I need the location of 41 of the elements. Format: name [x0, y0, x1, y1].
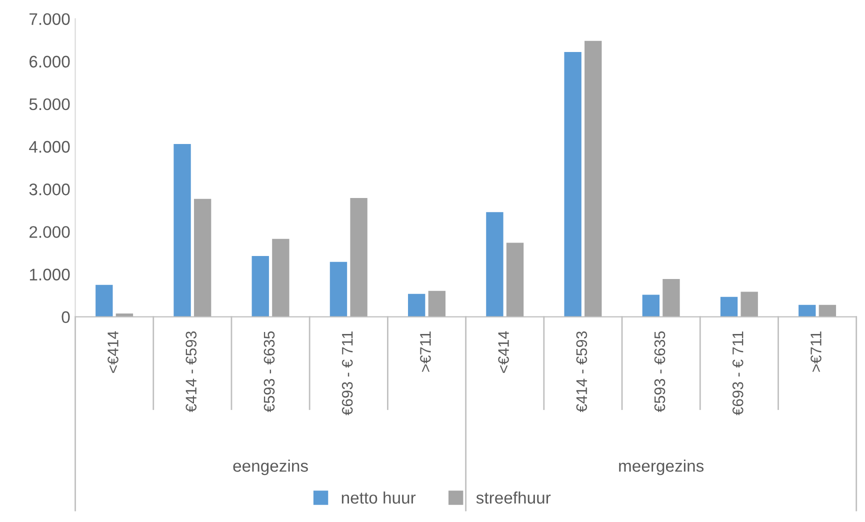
y-tick-label: 6.000 [30, 56, 70, 68]
x-tick-label: €414 - €593 [186, 331, 197, 412]
bar [662, 278, 680, 317]
bar [720, 296, 738, 317]
y-tick-label: 3.000 [29, 184, 70, 196]
text: meergezins [619, 460, 704, 476]
bar [272, 238, 290, 317]
x-tick-label: >€711 [810, 331, 822, 372]
bar [584, 40, 602, 317]
legend-label: streefhuur [476, 491, 551, 504]
y-tick-label: 2.000 [30, 226, 70, 238]
legend-label: netto huur [342, 491, 416, 504]
bar [506, 242, 524, 317]
y-tick-label: 7.000 [30, 13, 70, 25]
x-tick-label: <€414 [108, 331, 118, 373]
x-tick-label: €593 - €635 [264, 331, 275, 412]
bar [194, 198, 212, 317]
text: eengezins [233, 460, 308, 476]
bar [408, 294, 426, 317]
bar [350, 198, 368, 317]
y-tick-label: 0 [62, 311, 70, 324]
bar [642, 294, 660, 317]
bar [798, 304, 816, 317]
bar [818, 304, 836, 317]
bar [174, 144, 191, 317]
x-tick-label: <€414 [498, 331, 509, 373]
bar [428, 290, 446, 317]
x-tick-label: €593 - €635 [654, 331, 666, 412]
y-tick-label: 1.000 [30, 268, 70, 280]
bar [96, 284, 113, 317]
bar [252, 256, 269, 317]
x-tick-label: €693 - € 711 [342, 331, 353, 416]
y-tick-label: 5.000 [29, 98, 70, 110]
x-tick-label: >€711 [420, 331, 431, 372]
bar [564, 52, 582, 317]
y-tick-label: 4.000 [29, 140, 70, 153]
bar [740, 292, 758, 317]
x-tick-label: €693 - € 711 [732, 331, 744, 416]
bar [486, 212, 504, 317]
x-tick-label: €414 - €593 [576, 331, 588, 412]
bar [330, 262, 348, 317]
